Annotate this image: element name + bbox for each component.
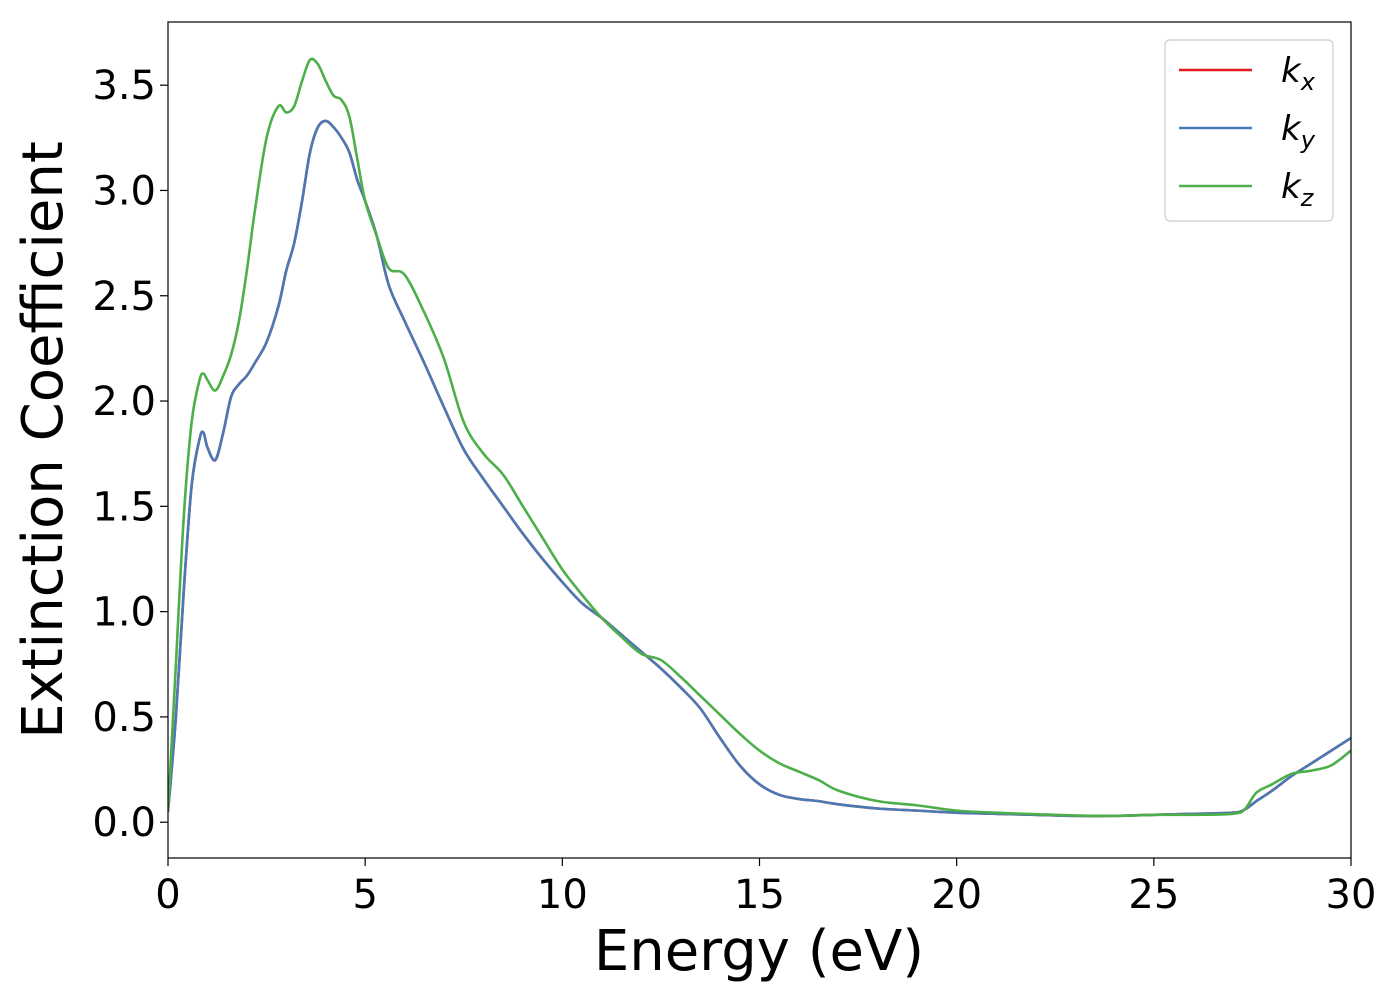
- y-tick-label: 1.0: [92, 590, 156, 636]
- y-tick-label: 1.5: [92, 484, 156, 530]
- plot-area-background: [168, 22, 1351, 858]
- x-tick-label: 25: [1128, 872, 1179, 918]
- legend-label-base: k: [1281, 109, 1302, 149]
- legend-label-subscript: x: [1300, 68, 1316, 96]
- legend-label: kx: [1281, 51, 1316, 96]
- x-tick-label: 5: [352, 872, 377, 918]
- y-tick-label: 0.0: [92, 800, 156, 846]
- x-tick-label: 0: [155, 872, 180, 918]
- legend-label-subscript: z: [1300, 184, 1315, 212]
- y-axis-label: Extinction Coefficient: [11, 141, 76, 739]
- x-tick-label: 15: [734, 872, 785, 918]
- legend-box: [1164, 39, 1334, 222]
- x-axis-label: Energy (eV): [594, 919, 924, 984]
- y-tick-label: 3.0: [92, 168, 156, 214]
- legend-label-base: k: [1281, 51, 1302, 91]
- series-line-kz: [168, 57, 1351, 818]
- x-axis: 0 5 10 15 20 25 30: [155, 858, 1376, 918]
- y-tick-label: 2.5: [92, 274, 156, 320]
- legend-label: ky: [1281, 109, 1316, 154]
- x-tick-label: 20: [931, 872, 982, 918]
- series-layer: [168, 57, 1351, 818]
- legend-label-base: k: [1281, 167, 1302, 207]
- legend-label-subscript: y: [1300, 126, 1316, 154]
- y-tick-label: 3.5: [92, 63, 156, 109]
- y-axis: 0.0 0.5 1.0 1.5 2.0 2.5 3.0 3.5: [92, 63, 168, 846]
- x-tick-label: 10: [537, 872, 588, 918]
- y-tick-label: 0.5: [92, 695, 156, 741]
- y-tick-label: 2.0: [92, 379, 156, 425]
- legend-label: kz: [1281, 167, 1315, 212]
- x-tick-label: 30: [1326, 872, 1377, 918]
